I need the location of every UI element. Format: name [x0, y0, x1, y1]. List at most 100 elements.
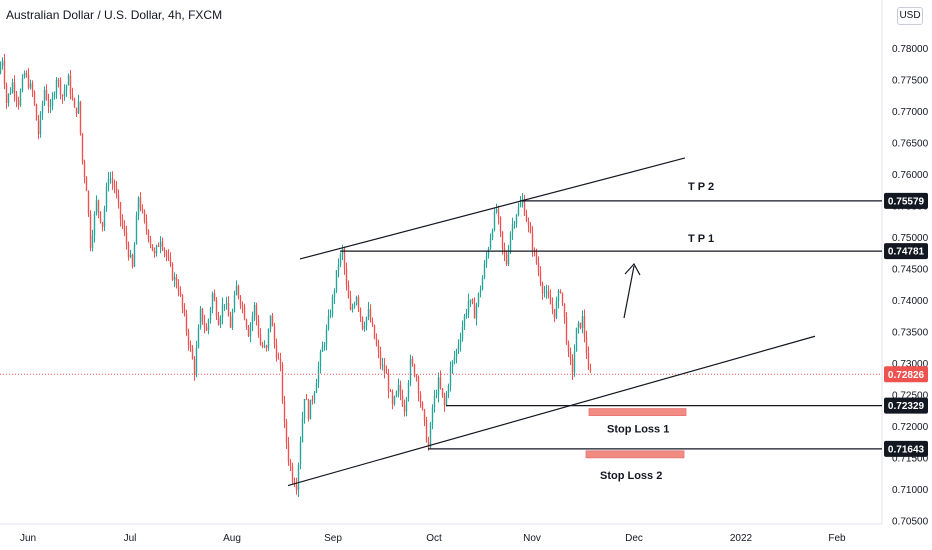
candle-body — [539, 271, 542, 284]
candle-body — [433, 396, 436, 408]
candle — [559, 289, 562, 294]
candle — [447, 383, 450, 399]
candle — [93, 211, 96, 243]
candle-body — [33, 91, 36, 105]
candle — [491, 228, 494, 241]
candle-body — [151, 244, 154, 251]
candle — [131, 253, 134, 269]
y-tick-label: 0.77000 — [892, 107, 929, 118]
price-tag-bg — [884, 440, 928, 457]
candle-body — [113, 183, 116, 188]
candle — [251, 311, 254, 332]
candle-body — [459, 338, 462, 345]
candle-body — [339, 253, 342, 265]
candle-body — [119, 202, 122, 220]
candle — [531, 226, 534, 257]
candle — [259, 328, 262, 346]
candle — [479, 285, 482, 298]
candle — [289, 458, 292, 472]
candle-body — [191, 347, 194, 359]
candle — [123, 220, 126, 237]
candle — [225, 296, 228, 310]
candle — [45, 84, 48, 101]
candle-body — [409, 358, 412, 383]
candle-body — [25, 73, 28, 76]
candle — [191, 345, 194, 360]
candle — [439, 370, 442, 390]
candle — [207, 318, 210, 335]
candle-body — [485, 255, 488, 264]
candle-body — [395, 391, 398, 397]
candle-body — [463, 315, 466, 327]
candle — [71, 87, 74, 101]
candle — [461, 320, 464, 342]
candle-body — [359, 308, 362, 317]
candle — [209, 306, 212, 324]
candle-body — [471, 299, 474, 304]
candle — [135, 211, 138, 245]
candle-body — [129, 254, 132, 258]
candle — [467, 293, 470, 319]
candle — [115, 180, 118, 199]
candle — [389, 389, 392, 392]
candle — [455, 348, 458, 364]
candle-body — [407, 382, 410, 399]
candle — [187, 328, 190, 351]
candle-body — [15, 94, 18, 100]
candle-body — [95, 200, 98, 214]
candle — [23, 70, 26, 79]
candle-body — [45, 89, 48, 100]
candle — [375, 333, 378, 347]
candle-body — [557, 290, 560, 302]
price-tag-value: 0.72826 — [888, 370, 925, 381]
candle — [129, 249, 132, 259]
candle — [199, 305, 202, 330]
candle-body — [575, 327, 578, 352]
candle — [145, 214, 148, 235]
candle-body — [299, 441, 302, 465]
candle — [323, 341, 326, 351]
candle — [249, 322, 252, 343]
candle-body — [227, 303, 230, 317]
candle — [345, 262, 348, 291]
candle-body — [109, 178, 112, 180]
candle — [325, 324, 328, 351]
candle-body — [475, 304, 478, 319]
arrow-up-icon — [624, 262, 641, 276]
candle — [405, 396, 408, 417]
candle-body — [385, 372, 388, 374]
candle-body — [581, 316, 584, 328]
candle — [35, 103, 38, 121]
candle-body — [493, 211, 496, 231]
candle-body — [229, 316, 232, 328]
candle — [245, 318, 248, 330]
candle — [263, 340, 266, 349]
candle-body — [11, 82, 14, 93]
candle-body — [13, 82, 16, 95]
tp2-label: T P 2 — [688, 181, 714, 193]
candle-body — [417, 377, 420, 395]
candle-body — [573, 351, 576, 373]
candle-body — [141, 208, 144, 211]
candle-body — [329, 314, 332, 317]
candle — [39, 111, 42, 138]
candle-body — [549, 296, 552, 305]
candle-body — [489, 238, 492, 249]
candle-body — [157, 245, 160, 247]
candle — [125, 225, 128, 250]
candle — [469, 299, 472, 307]
candle — [419, 391, 422, 408]
candle-body — [449, 367, 452, 386]
candle-body — [405, 398, 408, 412]
candle — [203, 314, 206, 334]
candle — [509, 231, 512, 254]
candle — [217, 311, 220, 326]
candle — [485, 250, 488, 268]
candle-body — [377, 344, 380, 352]
candle — [421, 401, 424, 411]
candle-body — [19, 90, 22, 106]
currency-button[interactable]: USD — [897, 7, 923, 25]
candle-body — [399, 384, 402, 396]
candle-body — [235, 285, 238, 296]
